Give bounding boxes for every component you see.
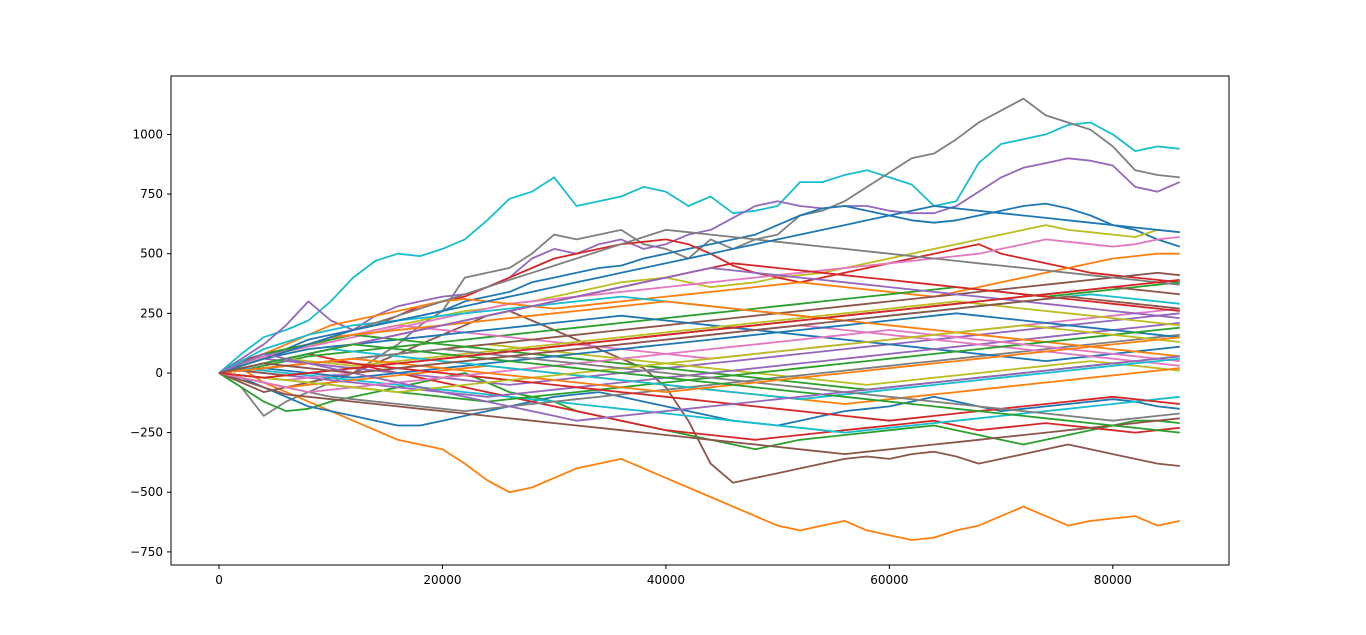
- x-tick-label: 20000: [423, 573, 461, 587]
- series-line-44: [218, 279, 1180, 379]
- series-line-8: [218, 367, 1180, 541]
- series-line-26: [218, 372, 1180, 456]
- plot-frame: [170, 75, 1230, 566]
- series-line-32: [218, 300, 1180, 374]
- y-tick-label: 250: [140, 306, 163, 320]
- y-axis: −750 −500 −250 0 250 500 750 1000: [130, 127, 171, 559]
- series-line-10: [218, 372, 1180, 451]
- y-tick-label: 750: [140, 187, 163, 201]
- y-tick-label: 0: [155, 366, 163, 380]
- series-line-28: [218, 300, 1180, 374]
- x-tick-label: 40000: [647, 573, 685, 587]
- y-tick-label: −250: [130, 426, 163, 440]
- series-line-46: [218, 295, 1180, 374]
- series-line-31: [218, 312, 1180, 379]
- series-line-19: [218, 333, 1180, 413]
- series-line-43: [218, 343, 1180, 434]
- series-line-13: [218, 252, 1180, 374]
- x-tick-label: 60000: [870, 573, 908, 587]
- y-tick-label: −750: [130, 545, 163, 559]
- series-line-11: [218, 372, 1180, 427]
- x-tick-label: 80000: [1094, 573, 1132, 587]
- series-line-1: [218, 121, 1180, 374]
- y-tick-label: 500: [140, 247, 163, 261]
- series-line-37: [218, 329, 1180, 394]
- series-line-16: [218, 367, 1180, 434]
- series-line-40: [218, 348, 1180, 422]
- y-tick-label: −500: [130, 485, 163, 499]
- x-tick-label: 0: [215, 573, 223, 587]
- series-line-12: [218, 352, 1180, 441]
- x-axis: 0 20000 40000 60000 80000: [215, 565, 1132, 587]
- series-line-39: [218, 324, 1180, 394]
- series-line-41: [218, 205, 1180, 374]
- series-line-42: [218, 336, 1180, 394]
- series-line-45: [218, 352, 1180, 422]
- series-line-21: [218, 314, 1180, 374]
- y-tick-label: 1000: [132, 127, 163, 141]
- series-line-30: [218, 228, 1180, 374]
- series-layer: [218, 97, 1181, 541]
